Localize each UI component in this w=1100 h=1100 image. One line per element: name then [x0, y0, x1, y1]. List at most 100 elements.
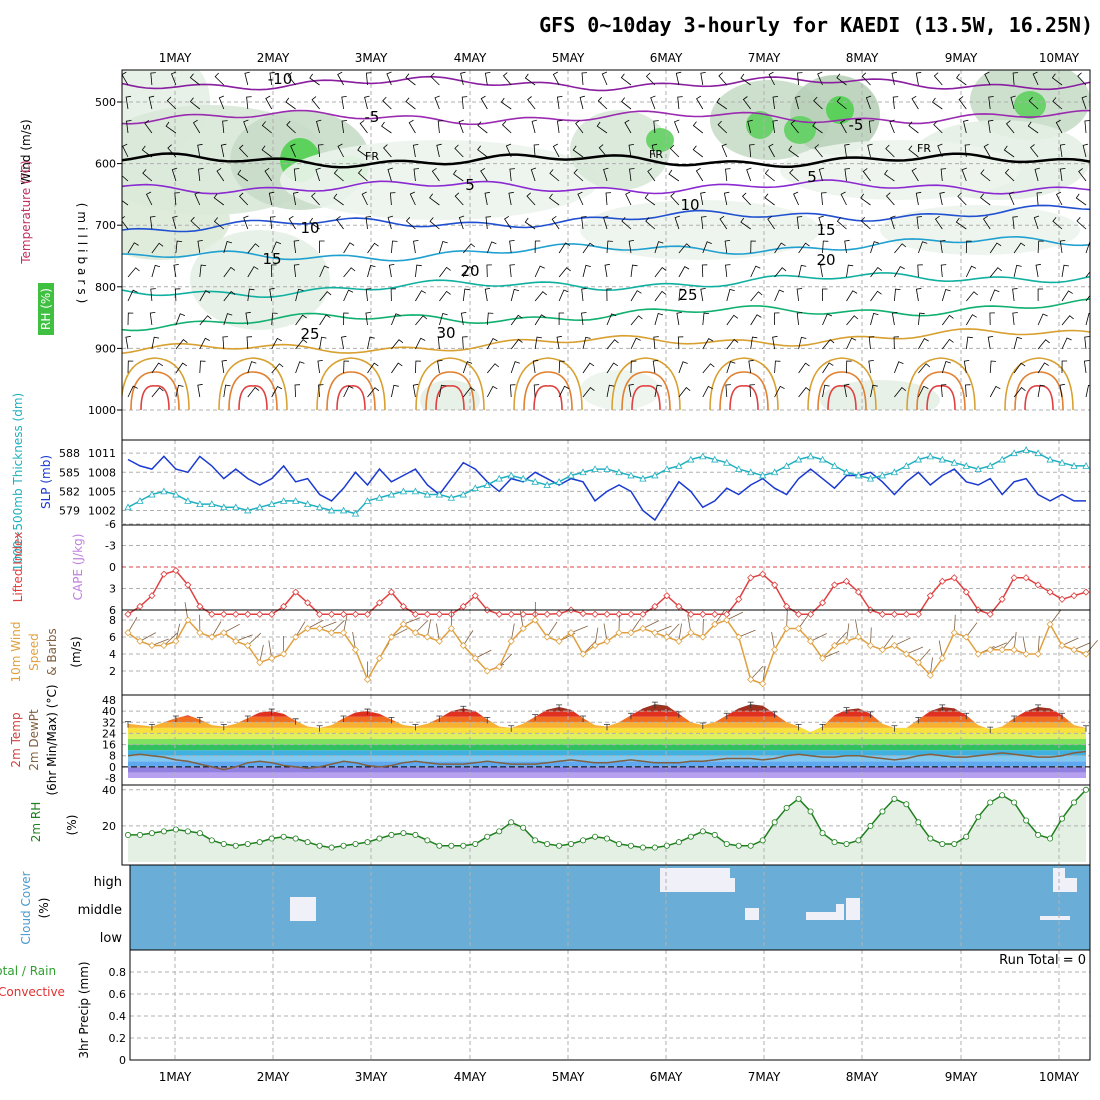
data-point	[723, 458, 731, 466]
wind-barb	[933, 72, 943, 86]
minmax-marker	[747, 701, 754, 709]
wind-barb	[333, 193, 344, 206]
wind-barb	[702, 312, 710, 326]
data-point	[125, 831, 132, 838]
wind-barb	[748, 359, 754, 374]
wind-barb	[1032, 71, 1039, 86]
data-point	[484, 833, 491, 840]
wind-barb	[437, 360, 443, 374]
wind-barb	[644, 193, 656, 206]
data-point	[459, 490, 467, 498]
wind-barb	[271, 241, 282, 254]
wind-barb	[718, 72, 728, 86]
wind-barb-10m	[307, 619, 324, 629]
wind-barb-10m	[475, 649, 492, 659]
wind-barb	[1004, 168, 1015, 182]
cloud-cover-plot: high middle low	[78, 865, 1090, 950]
minmax-marker	[699, 722, 706, 729]
wind-barb	[295, 288, 304, 302]
wind-barbs-label: & Barbs	[45, 628, 59, 676]
data-point	[926, 452, 934, 460]
data-point	[914, 610, 922, 618]
data-point	[795, 795, 802, 802]
wind-barb	[319, 240, 325, 253]
data-point	[339, 610, 348, 618]
data-point	[136, 637, 144, 645]
temperature-band	[128, 739, 1086, 745]
data-point	[148, 490, 156, 498]
data-point	[927, 835, 934, 842]
wind-barb	[621, 217, 632, 230]
data-point	[351, 646, 360, 654]
wind-barb	[439, 241, 448, 254]
data-point	[903, 801, 910, 808]
pressure-tick-label: 1000	[88, 404, 116, 417]
wind-barb	[940, 264, 947, 278]
wind-barb	[413, 168, 420, 182]
wind-barb	[822, 384, 830, 398]
wind-barb	[933, 120, 943, 134]
temp-tick-label: 24	[102, 727, 116, 740]
rh-area	[780, 140, 1020, 200]
wind-barb	[983, 143, 991, 158]
wind-barb	[1082, 143, 1088, 158]
temperature-bands	[128, 704, 1086, 778]
data-point	[998, 595, 1006, 603]
wind-barb	[462, 387, 475, 398]
wind-barb	[1034, 167, 1040, 182]
data-point	[292, 633, 300, 641]
minmax-marker	[556, 704, 563, 711]
wind-barb	[454, 144, 464, 158]
data-point	[303, 500, 312, 507]
temperature-band	[128, 705, 1086, 712]
wind-barb	[702, 385, 713, 398]
wind-barb	[436, 143, 442, 158]
data-point	[172, 567, 180, 575]
precip-convective-label: Convective	[0, 985, 65, 999]
data-point	[232, 637, 240, 645]
data-point	[975, 813, 982, 820]
wind-barb	[333, 169, 344, 182]
wind-barb	[149, 312, 156, 326]
data-point	[423, 490, 432, 498]
chart-title: GFS 0~10day 3-hourly for KAEDI (13.5W, 1…	[539, 13, 1093, 37]
data-point	[363, 497, 372, 504]
data-point	[316, 610, 324, 618]
data-point	[579, 610, 587, 618]
wind-barb	[271, 337, 282, 350]
wind-barb	[1055, 119, 1063, 134]
wind-barb	[836, 217, 847, 230]
data-point	[411, 629, 419, 637]
wind-barb	[293, 240, 300, 254]
wind-barb	[454, 192, 464, 206]
wind-barb-10m	[570, 625, 588, 634]
wind-barb	[1037, 288, 1044, 301]
wind-barb-10m	[391, 628, 408, 638]
wind-barb	[343, 360, 350, 374]
wind-barb	[343, 267, 356, 278]
wind-barb	[548, 193, 560, 206]
wind-barb	[484, 288, 491, 302]
data-point	[830, 462, 839, 469]
wind-barb	[381, 121, 392, 134]
data-point	[567, 471, 575, 479]
data-point	[699, 452, 707, 460]
wind-barb-10m	[223, 623, 240, 634]
wind-barb	[1059, 144, 1066, 158]
wind-barb-10m	[235, 634, 253, 642]
data-point	[1010, 574, 1018, 582]
wind-barb	[318, 384, 324, 398]
data-point	[1082, 462, 1090, 469]
wind-barb	[645, 217, 656, 230]
temp-2m-label: 2m Temp	[9, 712, 23, 767]
wind-barb	[343, 242, 355, 254]
wind-barb	[551, 215, 560, 230]
lifted-index-tick-label: 3	[109, 583, 116, 596]
rh-area	[280, 140, 600, 220]
temp-tick-label: -8	[105, 772, 116, 785]
data-point	[148, 641, 156, 650]
data-point	[423, 633, 431, 641]
cloud-block	[290, 897, 316, 921]
precip-panel: 0.8 0.6 0.4 0.2 0 Total / Rain Convective 3h…	[0, 949, 1091, 1067]
wind-barb	[337, 143, 344, 158]
